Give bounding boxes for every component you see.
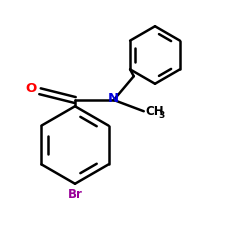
- Text: O: O: [26, 82, 37, 95]
- Text: Br: Br: [68, 188, 82, 201]
- Text: N: N: [108, 92, 119, 104]
- Text: 3: 3: [159, 110, 165, 120]
- Text: CH: CH: [145, 105, 164, 118]
